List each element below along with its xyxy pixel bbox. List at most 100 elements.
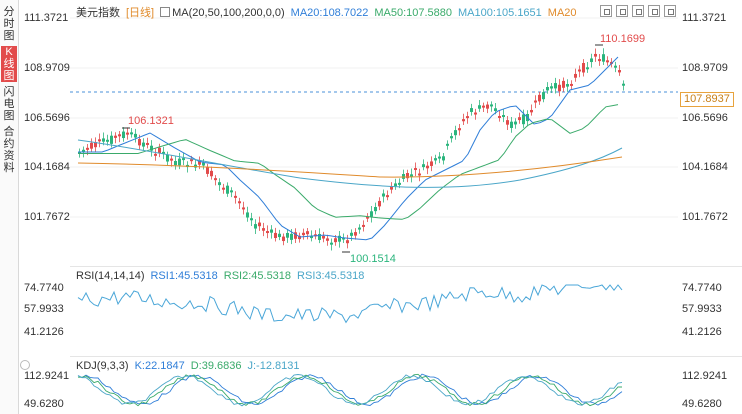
- price-axis-right-5: 101.7672: [682, 211, 728, 223]
- ma50-value: MA50:107.5880: [374, 7, 452, 19]
- candle-body: [338, 235, 341, 242]
- candle-body: [502, 115, 505, 118]
- tab-lightning[interactable]: 闪电图: [3, 86, 15, 122]
- candle-body: [106, 139, 109, 142]
- tab-timeshare[interactable]: 分时图: [3, 6, 15, 42]
- candle-body: [458, 128, 461, 131]
- candle-body: [322, 235, 325, 239]
- candle-body: [302, 232, 305, 236]
- candle-body: [318, 233, 321, 240]
- candle-body: [214, 178, 217, 181]
- candle-body: [590, 58, 593, 63]
- candle-body: [154, 153, 157, 156]
- candle-body: [446, 143, 449, 146]
- candle-body: [174, 161, 177, 166]
- price-axis-right-3: 106.5696: [682, 112, 728, 124]
- kdj-axis-left-2: 49.6280: [24, 398, 64, 410]
- candle-body: [202, 162, 205, 166]
- candle-body: [330, 242, 333, 245]
- candle-body: [278, 233, 281, 238]
- toolbar-button-1-icon[interactable]: [600, 5, 612, 17]
- kdj-axis-left-1: 112.9241: [24, 370, 70, 382]
- candle-body: [194, 164, 197, 168]
- rsi-axis-right-1: 74.7740: [682, 282, 722, 294]
- rsi-label[interactable]: RSI(14,14,14): [76, 270, 145, 282]
- candle-body: [542, 92, 545, 100]
- candle-body: [158, 147, 161, 154]
- candle-body: [514, 121, 517, 125]
- candle-body: [142, 142, 145, 147]
- price-axis-left-5: 101.7672: [24, 211, 70, 223]
- candle-body: [150, 145, 153, 151]
- ma-settings-icon[interactable]: [160, 7, 171, 17]
- rsi-axis-right-3: 41.2126: [682, 326, 722, 338]
- candle-body: [538, 94, 541, 102]
- current-price-tag: 107.8937: [680, 92, 734, 107]
- candle-body: [430, 161, 433, 166]
- candle-body: [230, 190, 233, 193]
- candle-body: [362, 224, 365, 227]
- candle-body: [190, 159, 193, 162]
- candle-body: [398, 182, 401, 185]
- candle-body: [386, 195, 389, 198]
- ma100-line: [77, 139, 623, 188]
- kdj-settings-icon[interactable]: [20, 360, 30, 370]
- candle-body: [454, 130, 457, 136]
- toolbar-button-5-icon[interactable]: [664, 5, 676, 17]
- tab-kline[interactable]: K线图: [1, 46, 17, 82]
- candle-body: [222, 187, 225, 190]
- rsi-axis-left-3: 41.2126: [24, 326, 64, 338]
- kdj-axis-right-2: 49.6280: [682, 398, 722, 410]
- rsi-axis-left-2: 57.9933: [24, 303, 64, 315]
- candle-body: [334, 238, 337, 243]
- ma50-line: [78, 104, 619, 220]
- candle-body: [210, 170, 213, 177]
- toolbar-button-4-icon[interactable]: [648, 5, 660, 17]
- period-label[interactable]: [日线]: [126, 7, 155, 19]
- ma-params[interactable]: MA(20,50,100,200,0,0): [172, 7, 285, 19]
- candle-body: [162, 151, 165, 154]
- candle-body: [434, 158, 437, 161]
- rsi1-value: RSI1:45.5318: [150, 270, 218, 282]
- toolbar-button-2-icon[interactable]: [616, 5, 628, 17]
- rsi3-value: RSI3:45.5318: [297, 270, 365, 282]
- candle-body: [466, 116, 469, 119]
- candle-body: [594, 53, 597, 57]
- candle-body: [402, 174, 405, 179]
- candle-body: [482, 105, 485, 108]
- kdj-label[interactable]: KDJ(9,3,3): [76, 360, 129, 372]
- kdj-line-1: [77, 373, 623, 406]
- candle-body: [494, 108, 497, 112]
- candle-body: [242, 207, 245, 210]
- candle-body: [346, 240, 349, 244]
- candle-body: [450, 136, 453, 139]
- candle-body: [114, 135, 117, 138]
- candle-body: [130, 132, 133, 135]
- candle-body: [378, 200, 381, 207]
- toolbar-button-3-icon[interactable]: [632, 5, 644, 17]
- kdj-legend: KDJ(9,3,3) K:22.1847 D:39.6836 J:-12.8131: [76, 360, 305, 372]
- candle-body: [490, 104, 493, 107]
- candle-body: [86, 147, 89, 150]
- candle-body: [530, 109, 533, 113]
- candle-body: [126, 132, 129, 135]
- kdj-line-3: [77, 374, 623, 407]
- rsi-axis-left-1: 74.7740: [24, 282, 64, 294]
- candle-body: [266, 231, 269, 234]
- candle-body: [286, 232, 289, 238]
- candle-body: [290, 233, 293, 240]
- candle-body: [518, 117, 521, 121]
- rsi-line: [77, 284, 623, 324]
- candle-body: [562, 80, 565, 88]
- candle-body: [178, 158, 181, 166]
- rsi2-value: RSI2:45.5318: [223, 270, 292, 282]
- tab-contract-info[interactable]: 合约资料: [3, 126, 15, 174]
- candle-body: [326, 238, 329, 241]
- price-axis-right-2: 108.9709: [682, 62, 728, 74]
- candle-body: [182, 158, 185, 161]
- symbol-name: 美元指数: [76, 7, 120, 19]
- candle-body: [546, 87, 549, 91]
- candle-body: [586, 67, 589, 70]
